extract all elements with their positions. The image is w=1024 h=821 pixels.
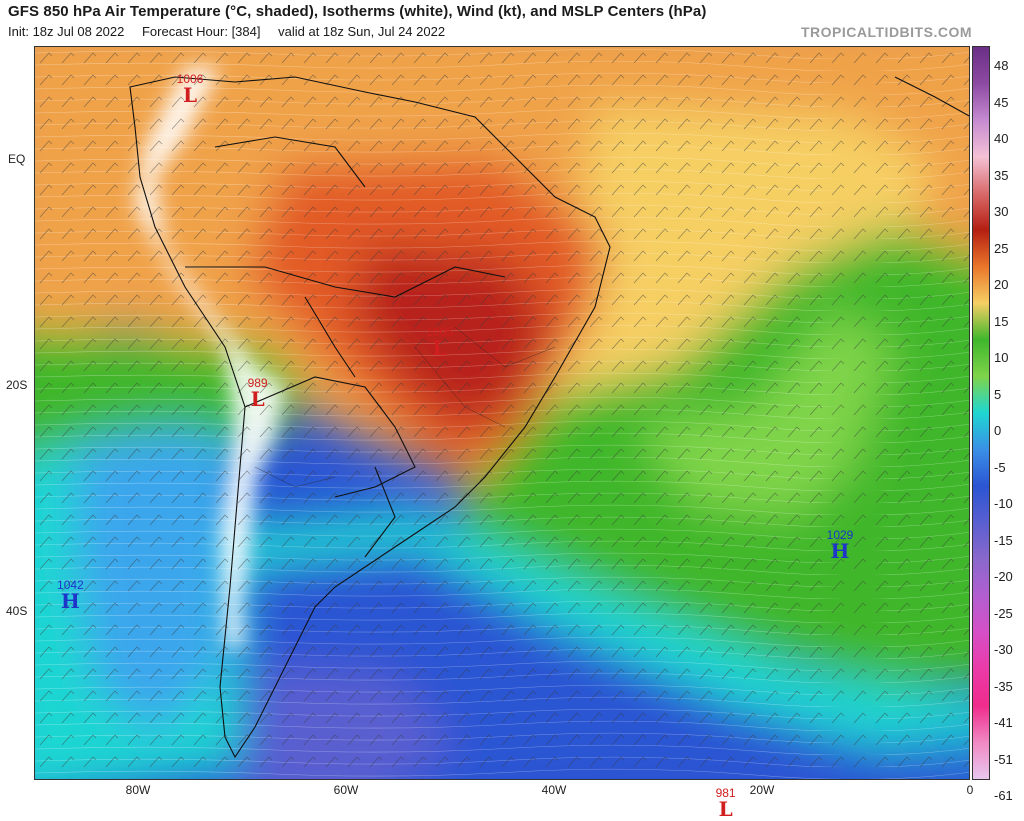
lat-label-40s: 40S	[6, 604, 28, 618]
temperature-map	[34, 46, 970, 780]
init-time: Init: 18z Jul 08 2022	[8, 24, 125, 39]
valid-time: valid at 18z Sun, Jul 24 2022	[278, 24, 446, 39]
pressure-value: 1006	[176, 71, 204, 86]
pressure-letter: H	[60, 589, 80, 614]
pressure-letter: L	[432, 336, 447, 360]
colorbar-label: 48	[994, 58, 1009, 73]
colorbar-label: 40	[994, 131, 1009, 146]
colorbar-label: -35	[994, 678, 1013, 694]
coastlines	[129, 76, 969, 759]
colorbar-label: -10	[994, 496, 1013, 511]
low-pressure-center: 989 L	[248, 377, 268, 409]
colorbar-label: -61	[994, 788, 1013, 803]
lon-label-0: 0	[966, 783, 974, 797]
colorbar-label: 5	[994, 386, 1002, 402]
lon-label-40w: 40W	[541, 783, 567, 797]
high-pressure-center: 1029 H	[827, 529, 854, 561]
map-canvas	[35, 47, 969, 779]
colorbar-label: -41	[994, 715, 1013, 730]
brand-watermark: TROPICALTIDBITS.COM	[800, 24, 972, 40]
colorbar-label: 20	[994, 277, 1009, 292]
low-pressure-center: 1005 L	[426, 326, 453, 358]
lon-label-20w: 20W	[749, 783, 775, 797]
colorbar-label: 25	[994, 240, 1009, 256]
lon-label-80w: 80W	[125, 783, 151, 797]
pressure-letter: L	[718, 797, 733, 821]
lat-label-eq: EQ	[8, 152, 26, 166]
pressure-letter: L	[250, 386, 265, 411]
pressure-letter: L	[182, 82, 198, 107]
pressure-letter: H	[830, 538, 850, 563]
pressure-value: 989	[247, 375, 268, 390]
colorbar-label: -15	[994, 532, 1013, 548]
high-pressure-center: 1042 H	[57, 579, 84, 611]
colorbar-label: 0	[994, 423, 1002, 438]
temperature-shading	[35, 47, 969, 779]
low-pressure-center: 1006 L	[177, 73, 204, 105]
colorbar-label: 45	[994, 94, 1009, 110]
colorbar-label: -20	[994, 569, 1013, 584]
pressure-value: 981	[715, 786, 736, 801]
colorbar-label: 30	[994, 204, 1009, 219]
colorbar-label: -30	[994, 642, 1013, 657]
map-title: GFS 850 hPa Air Temperature (°C, shaded)…	[8, 3, 707, 20]
colorbar-label: 15	[994, 313, 1009, 329]
colorbar-label: 35	[994, 167, 1009, 183]
forecast-hour: Forecast Hour: [384]	[141, 24, 261, 39]
lat-label-20s: 20S	[6, 378, 28, 392]
map-subtitle: Init: 18z Jul 08 2022 Forecast Hour: [38…	[8, 24, 459, 39]
colorbar-label: -51	[994, 751, 1013, 767]
pressure-value: 1042	[57, 578, 84, 593]
temperature-colorbar	[972, 46, 990, 780]
low-pressure-center: 981 L	[716, 787, 736, 819]
colorbar-label: 10	[994, 350, 1009, 365]
pressure-value: 1005	[426, 325, 453, 339]
map-borders-thin	[254, 326, 556, 488]
colorbar-label: -25	[994, 605, 1013, 621]
lon-label-60w: 60W	[333, 783, 359, 797]
colorbar-label: -5	[994, 459, 1006, 475]
pressure-value: 1029	[826, 527, 854, 542]
